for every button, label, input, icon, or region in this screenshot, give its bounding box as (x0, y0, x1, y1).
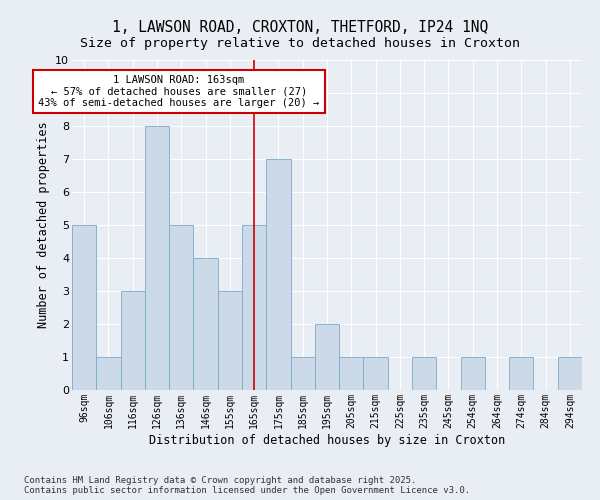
Bar (145, 126, 169, 390)
Text: 1, LAWSON ROAD, CROXTON, THETFORD, IP24 1NQ: 1, LAWSON ROAD, CROXTON, THETFORD, IP24 … (112, 20, 488, 35)
Bar (96, 357, 121, 390)
Bar (339, 357, 364, 390)
Text: 1 LAWSON ROAD: 163sqm
← 57% of detached houses are smaller (27)
43% of semi-deta: 1 LAWSON ROAD: 163sqm ← 57% of detached … (38, 75, 319, 108)
Y-axis label: Number of detached properties: Number of detached properties (37, 122, 50, 328)
Text: Size of property relative to detached houses in Croxton: Size of property relative to detached ho… (80, 38, 520, 51)
Bar (509, 357, 533, 390)
Bar (364, 357, 388, 390)
Bar (461, 357, 485, 390)
Bar (558, 357, 582, 390)
Bar (412, 357, 436, 390)
Bar (266, 159, 290, 390)
Bar (72, 225, 96, 390)
Bar (169, 225, 193, 390)
Bar (193, 258, 218, 390)
Bar (121, 291, 145, 390)
X-axis label: Distribution of detached houses by size in Croxton: Distribution of detached houses by size … (149, 434, 505, 446)
Bar (290, 357, 315, 390)
Bar (315, 324, 339, 390)
Bar (218, 291, 242, 390)
Text: Contains HM Land Registry data © Crown copyright and database right 2025.
Contai: Contains HM Land Registry data © Crown c… (24, 476, 470, 495)
Bar (242, 225, 266, 390)
